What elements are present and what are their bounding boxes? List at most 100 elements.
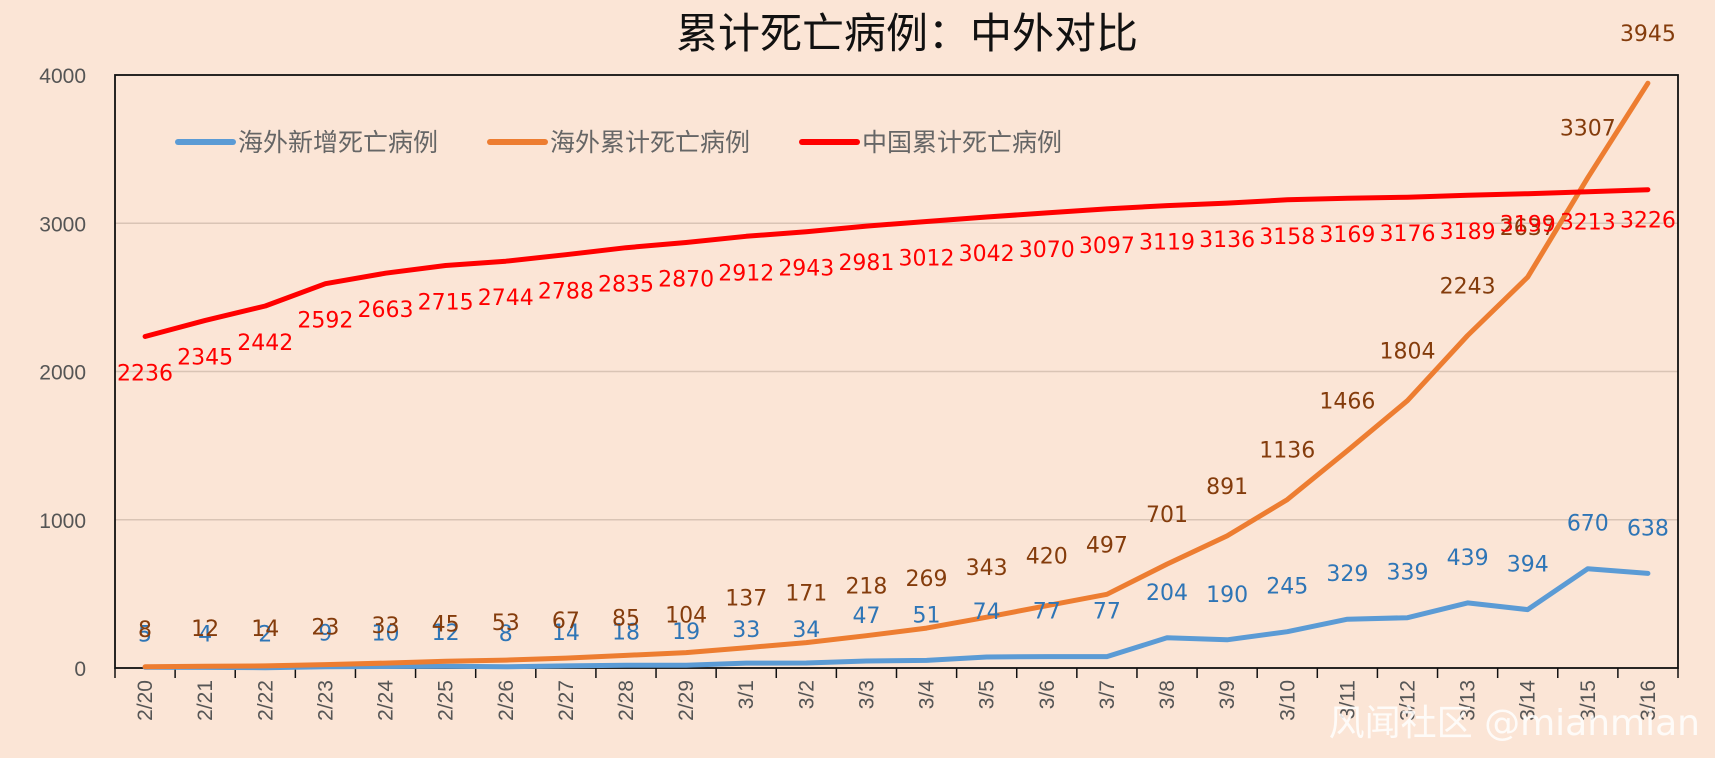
x-tick-label: 3/5: [976, 680, 999, 709]
data-label: 1466: [1319, 390, 1375, 415]
data-label: 3213: [1560, 211, 1616, 236]
data-label: 497: [1086, 533, 1128, 558]
data-label: 33: [372, 614, 400, 639]
data-label: 171: [785, 582, 827, 607]
y-tick-label: 1000: [39, 510, 86, 533]
x-tick-label: 2/22: [254, 680, 277, 721]
series-line-3: [142, 187, 1651, 339]
data-label: 891: [1206, 475, 1248, 500]
data-label: 3176: [1379, 222, 1435, 247]
data-label: 9: [318, 622, 332, 647]
data-label: 3226: [1620, 209, 1676, 234]
data-label: 85: [612, 606, 640, 631]
x-tick-label: 3/15: [1577, 680, 1600, 721]
data-label: 190: [1206, 583, 1248, 608]
data-label: 2788: [538, 280, 594, 305]
data-label: 45: [432, 612, 460, 637]
series-line-2: [142, 80, 1651, 670]
data-label: 2835: [598, 273, 654, 298]
data-label: 14: [552, 621, 580, 646]
data-label: 33: [732, 618, 760, 643]
data-label: 245: [1266, 575, 1308, 600]
data-label: 77: [1033, 600, 1061, 625]
x-tick-label: 2/24: [375, 680, 398, 721]
data-label: 3189: [1440, 220, 1496, 245]
x-tick-label: 3/3: [855, 680, 878, 709]
data-label: 638: [1627, 516, 1669, 541]
data-label: 204: [1146, 581, 1188, 606]
data-label: 339: [1386, 561, 1428, 586]
data-label: 2345: [177, 345, 233, 370]
x-axis-ticks: 2/20 2/21 2/22 2/23 2/24 2/25 2/26 2/27 2/28 2/29…: [134, 680, 1660, 721]
data-label: 8: [138, 618, 152, 643]
data-label: 269: [906, 567, 948, 592]
data-label: 5: [138, 622, 152, 647]
data-label: 3199: [1500, 213, 1556, 238]
data-label: 104: [665, 604, 707, 629]
x-tick-label: 2/26: [495, 680, 518, 721]
x-tick-label: 2/25: [435, 680, 458, 721]
x-tick-label: 3/4: [916, 680, 939, 710]
data-label: 218: [845, 575, 887, 600]
data-label: 2592: [297, 309, 353, 334]
data-label: 18: [612, 620, 640, 645]
data-label: 51: [913, 603, 941, 628]
data-label: 701: [1146, 503, 1188, 528]
data-label: 1804: [1379, 340, 1435, 365]
data-label: 394: [1507, 553, 1549, 578]
x-tick-label: 3/13: [1457, 680, 1480, 721]
data-label: 343: [966, 556, 1008, 581]
data-label: 10: [372, 622, 400, 647]
series-line-1: [142, 566, 1651, 671]
data-label: 1136: [1259, 439, 1315, 464]
data-label: 3097: [1079, 234, 1135, 259]
data-label: 8: [499, 622, 513, 647]
data-label: 2236: [117, 362, 173, 387]
data-label: 670: [1567, 512, 1609, 537]
x-tick-label: 2/21: [194, 680, 217, 721]
data-label: 4: [198, 622, 212, 647]
data-label: 2: [258, 623, 272, 648]
data-label: 23: [311, 616, 339, 641]
x-tick-label: 3/14: [1517, 680, 1540, 721]
data-label: 2870: [658, 268, 714, 293]
data-label: 3012: [899, 246, 955, 271]
x-tick-label: 2/29: [675, 680, 698, 721]
x-tick-label: 3/16: [1637, 680, 1660, 721]
y-axis-ticks: 0 1000 2000 3000 4000: [39, 65, 86, 681]
watermark: 风闻社区 @mianmian: [1329, 703, 1700, 744]
axes: [114, 74, 1679, 678]
x-tick-label: 3/11: [1336, 680, 1359, 719]
data-label: 2715: [418, 291, 474, 316]
data-label: 2744: [478, 286, 534, 311]
x-tick-label: 3/2: [795, 680, 818, 709]
x-tick-label: 3/1: [735, 680, 758, 709]
x-tick-label: 2/28: [615, 680, 638, 721]
data-label: 3945: [1620, 22, 1676, 47]
data-label: 14: [251, 617, 279, 642]
data-label: 3136: [1199, 228, 1255, 253]
y-tick-label: 2000: [39, 362, 86, 385]
x-tick-label: 3/12: [1396, 680, 1419, 721]
data-label: 2981: [838, 251, 894, 276]
data-label: 3042: [959, 242, 1015, 267]
x-tick-label: 3/7: [1096, 680, 1119, 709]
y-tick-label: 3000: [39, 213, 86, 236]
data-label: 2243: [1440, 274, 1496, 299]
data-label: 3169: [1319, 223, 1375, 248]
data-label: 2637: [1500, 216, 1556, 241]
data-label: 34: [792, 618, 820, 643]
data-labels: 5 4 2 9 10 12 8 14 18 19 33 34 47 51 74 77 77 204 190 245 32…: [117, 22, 1676, 648]
chart-title: 累计死亡病例：中外对比: [676, 9, 1138, 58]
x-tick-label: 2/27: [555, 680, 578, 721]
data-label: 2442: [237, 331, 293, 356]
data-label: 3307: [1560, 117, 1616, 142]
data-label: 47: [852, 604, 880, 629]
data-label: 3119: [1139, 231, 1195, 256]
series-lines: [142, 80, 1651, 671]
data-label: 53: [492, 611, 520, 636]
data-label: 439: [1447, 546, 1489, 571]
x-tick-label: 3/9: [1216, 680, 1239, 709]
data-label: 3070: [1019, 238, 1075, 263]
data-label: 67: [552, 609, 580, 634]
